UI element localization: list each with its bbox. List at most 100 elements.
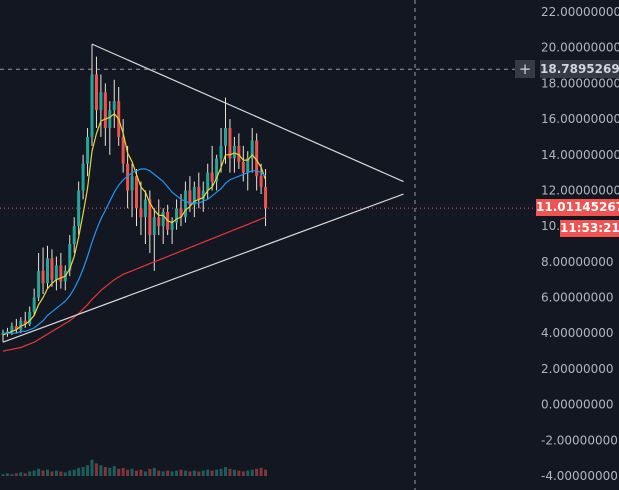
- volume-bar: [241, 471, 245, 476]
- candle-body: [219, 145, 223, 159]
- candle: [54, 256, 58, 291]
- candle-body: [126, 163, 130, 191]
- candle-body: [192, 186, 196, 205]
- candle-body: [54, 265, 58, 280]
- candle-body: [241, 161, 245, 173]
- volume-bar: [121, 467, 125, 476]
- candle: [19, 317, 23, 334]
- volume-bar: [1, 474, 5, 476]
- volume-bar: [219, 468, 223, 476]
- candle: [90, 44, 94, 146]
- candle: [224, 97, 227, 164]
- candle: [143, 190, 147, 244]
- volume-bar: [59, 471, 63, 476]
- candle-body: [224, 128, 227, 146]
- candle-body: [139, 208, 143, 218]
- volume-bars: [1, 459, 268, 476]
- candle-body: [250, 140, 254, 159]
- volume-bar: [228, 468, 232, 476]
- candle-body: [5, 331, 9, 334]
- y-tick-label: 2.00000000: [541, 362, 614, 376]
- candle-body: [255, 140, 259, 177]
- y-tick-label: 12.00000000: [541, 183, 619, 197]
- candle-body: [72, 226, 76, 244]
- volume-bar: [148, 468, 152, 476]
- volume-bar: [170, 471, 174, 476]
- candle-body: [135, 176, 138, 209]
- candle-body: [197, 186, 201, 200]
- candle: [192, 181, 196, 218]
- candle: [237, 133, 241, 170]
- candle-body: [10, 326, 14, 332]
- crosshair-price-label: 18.78952692: [540, 60, 619, 78]
- volume-bar: [81, 467, 85, 476]
- y-tick-label: -4.00000000: [541, 469, 618, 483]
- volume-bar: [210, 470, 214, 476]
- volume-bar: [103, 467, 107, 476]
- candle-body: [264, 186, 268, 209]
- candle-body: [59, 265, 63, 282]
- candle: [210, 145, 214, 191]
- candle-body: [157, 217, 161, 227]
- candle-body: [152, 217, 156, 236]
- candle: [28, 306, 32, 327]
- candle: [94, 56, 98, 128]
- volume-bar: [77, 467, 81, 476]
- candle-body: [130, 176, 134, 191]
- volume-bar: [183, 470, 187, 476]
- add-crosshair-icon[interactable]: +: [515, 60, 535, 78]
- candle: [139, 181, 143, 236]
- candle-body: [246, 158, 250, 173]
- moving-average-line: [3, 168, 266, 334]
- y-tick-label: 6.00000000: [541, 291, 614, 305]
- candle-body: [90, 74, 94, 137]
- volume-bar: [135, 470, 138, 476]
- candle: [148, 190, 152, 253]
- volume-bar: [90, 459, 94, 476]
- candle-body: [232, 145, 236, 159]
- volume-bar: [99, 465, 103, 476]
- candle: [72, 217, 76, 253]
- volume-bar: [161, 471, 165, 476]
- candle: [50, 249, 54, 287]
- volume-bar: [206, 469, 210, 476]
- trendline: [91, 43, 404, 183]
- y-tick-label: -2.00000000: [541, 433, 618, 447]
- candle: [219, 128, 223, 173]
- volume-bar: [246, 470, 250, 476]
- volume-bar: [215, 469, 219, 476]
- volume-bar: [179, 469, 183, 476]
- candlesticks: [1, 44, 268, 343]
- volume-bar: [23, 473, 27, 476]
- candle-body: [108, 110, 112, 128]
- candle-body: [86, 136, 90, 164]
- candle-body: [188, 190, 192, 205]
- volume-bar: [157, 470, 161, 476]
- volume-bar: [188, 471, 192, 476]
- candle: [46, 245, 49, 289]
- candle: [99, 74, 103, 137]
- candle: [108, 101, 112, 155]
- candle: [5, 327, 9, 337]
- candle-body: [121, 136, 125, 164]
- volume-bar: [10, 474, 14, 476]
- volume-bar: [264, 469, 268, 476]
- moving-average-line: [2, 112, 267, 336]
- candle-body: [259, 176, 263, 187]
- candle-body: [161, 211, 165, 227]
- volume-bar: [37, 468, 41, 476]
- candle-body: [81, 163, 85, 191]
- volume-bar: [28, 471, 32, 476]
- candle: [135, 169, 138, 227]
- y-tick-label: 14.00000000: [541, 148, 619, 162]
- volume-bar: [54, 470, 58, 476]
- candle-body: [94, 74, 98, 111]
- candle-body: [14, 326, 18, 330]
- volume-bar: [197, 471, 201, 476]
- volume-bar: [130, 468, 134, 476]
- candle-body: [19, 320, 23, 330]
- candle-body: [175, 208, 179, 223]
- candle: [41, 247, 45, 294]
- volume-bar: [5, 473, 9, 476]
